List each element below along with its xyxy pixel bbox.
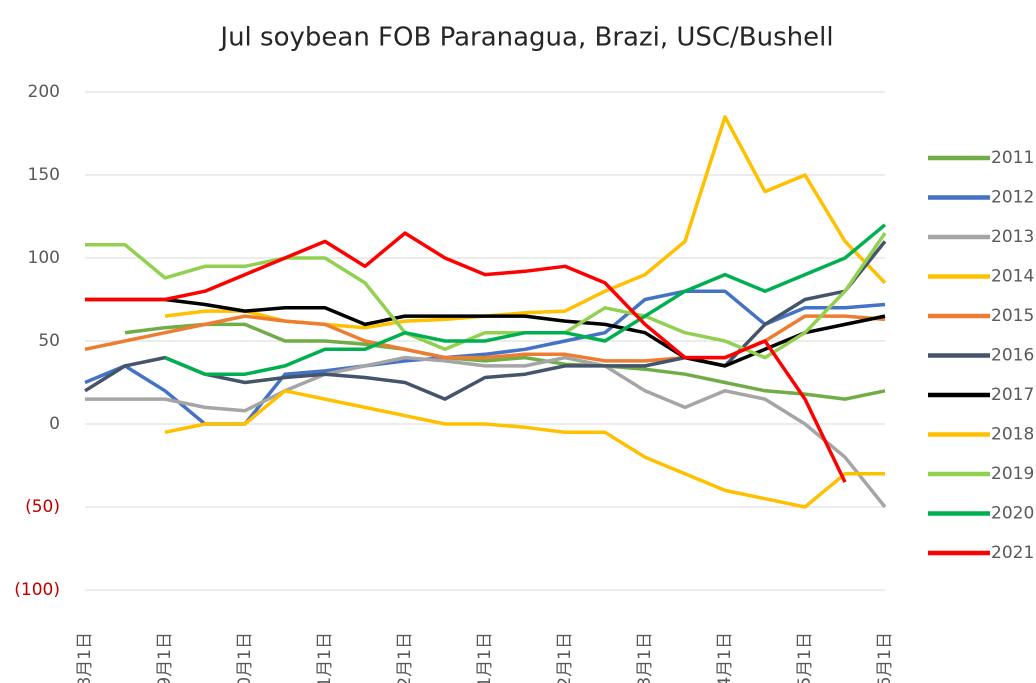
- legend-label: 2019: [991, 464, 1034, 484]
- x-tick-label: 2月1日: [555, 632, 575, 683]
- legend-label: 2017: [991, 385, 1034, 405]
- y-tick-label: 0: [49, 414, 60, 434]
- x-tick-label: 8月1日: [75, 632, 95, 683]
- x-tick-label: 9月1日: [155, 632, 175, 683]
- y-tick-label: 200: [28, 82, 60, 102]
- series-line: [84, 240, 887, 401]
- legend-label: 2012: [991, 188, 1034, 208]
- series-line: [164, 389, 885, 509]
- series-line: [164, 223, 887, 376]
- y-tick-label: (50): [25, 497, 60, 517]
- legend-label: 2018: [991, 425, 1034, 445]
- legend-label: 2016: [991, 346, 1034, 366]
- y-tick-label: 150: [28, 165, 60, 185]
- y-tick-label: 100: [28, 248, 60, 268]
- x-tick-label: 11月1日: [315, 632, 335, 683]
- legend-label: 2020: [991, 504, 1034, 524]
- series-line: [85, 232, 887, 360]
- x-tick-label: 6月1日: [875, 632, 895, 683]
- legend-label: 2015: [991, 306, 1034, 326]
- x-tick-label: 1月1日: [475, 632, 495, 683]
- x-tick-label: 3月1日: [635, 632, 655, 683]
- legend-label: 2021: [991, 543, 1034, 563]
- series-line: [164, 115, 887, 330]
- x-tick-label: 4月1日: [715, 632, 735, 683]
- series-line: [85, 355, 887, 509]
- series-line: [85, 231, 847, 483]
- series-line: [124, 322, 886, 401]
- y-tick-label: 50: [38, 331, 60, 351]
- y-tick-label: (100): [14, 580, 60, 600]
- series-line: [85, 297, 886, 368]
- legend-label: 2011: [991, 148, 1034, 168]
- x-tick-label: 5月1日: [795, 632, 815, 683]
- legend-label: 2013: [991, 227, 1034, 247]
- x-tick-label: 10月1日: [235, 632, 255, 683]
- legend-label: 2014: [991, 267, 1034, 287]
- chart-title: Jul soybean FOB Paranagua, Brazi, USC/Bu…: [218, 23, 833, 53]
- x-tick-label: 12月1日: [395, 632, 415, 683]
